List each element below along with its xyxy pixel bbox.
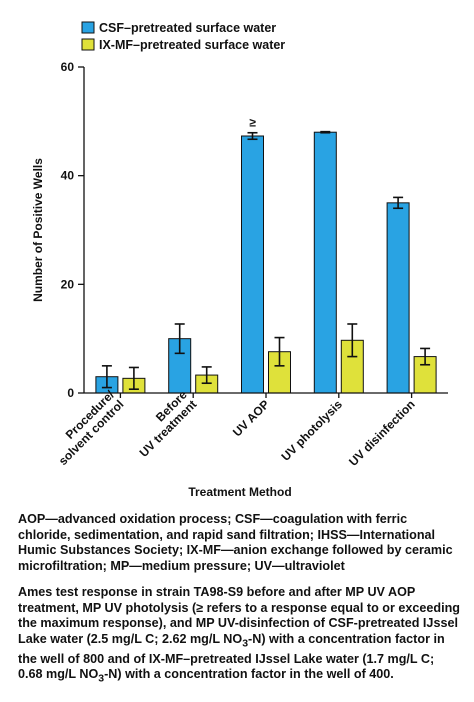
- y-tick-label: 40: [61, 169, 75, 183]
- error-bar-series-2-cat-3: [274, 336, 285, 367]
- x-ticks: Procedure/solvent control BeforeUV treatm…: [46, 387, 418, 469]
- caption-subscript-2: 3: [98, 673, 105, 685]
- y-tick-label: 0: [67, 386, 74, 400]
- x-tick-label: Procedure/solvent control: [46, 387, 127, 468]
- caption-text-3: -N) with a concentration factor in the w…: [104, 667, 394, 682]
- error-bar-series-2-cat-4: [347, 323, 358, 358]
- x-axis-label: Treatment Method: [188, 485, 291, 499]
- legend-label: CSF–pretreated surface water: [99, 21, 276, 35]
- bar-series-1-cat-3: [241, 135, 264, 394]
- legend-item-1: CSF–pretreated surface water: [81, 21, 276, 35]
- x-tick-label: BeforeUV treatment: [127, 387, 199, 459]
- legend-item-2: IX-MF–pretreated surface water: [81, 38, 285, 52]
- error-bar-series-1-cat-4: [320, 130, 331, 134]
- error-bar-series-1-cat-5: [393, 196, 404, 210]
- bar-series-1-cat-4: [313, 131, 337, 394]
- error-bar-series-2-cat-1: [128, 366, 139, 390]
- y-tick-label: 20: [61, 277, 75, 291]
- error-bar-series-1-cat-3: [247, 131, 258, 141]
- caption-text-1: Ames test response in strain TA98-S9 bef…: [18, 585, 460, 646]
- y-tick-label: 60: [61, 60, 75, 74]
- legend-swatch: [81, 38, 95, 51]
- annotations: ≥: [249, 116, 256, 130]
- error-bar-series-2-cat-2: [201, 366, 212, 385]
- error-bars: [101, 130, 431, 390]
- error-bar-series-2-cat-5: [420, 347, 431, 366]
- y-axis-label: Number of Positive Wells: [31, 158, 45, 302]
- x-tick-label: UV disinfection: [346, 397, 418, 469]
- bar-annotation: ≥: [249, 116, 256, 130]
- legend-swatch: [81, 21, 95, 34]
- bar-chart: CSF–pretreated surface water IX-MF–pretre…: [31, 21, 448, 499]
- caption-text-2: -N) with a concentration factor in the w…: [18, 631, 445, 682]
- legend: CSF–pretreated surface water IX-MF–pretre…: [81, 21, 285, 52]
- y-ticks: 0 20 40 60: [61, 60, 84, 400]
- caption-description: Ames test response in strain TA98-S9 bef…: [18, 585, 462, 688]
- caption-abbreviations: AOP—advanced oxidation process; CSF—coag…: [18, 512, 453, 573]
- x-tick-label: UV photolysis: [278, 397, 345, 464]
- x-tick-label-line: UV AOP: [230, 397, 272, 439]
- error-bar-series-1-cat-2: [174, 323, 185, 355]
- legend-label: IX-MF–pretreated surface water: [99, 38, 285, 52]
- caption-subscript-1: 3: [242, 637, 249, 650]
- bar-series-1-cat-5: [386, 202, 410, 394]
- x-tick-label-line: UV photolysis: [278, 397, 345, 464]
- x-tick-label-line: UV disinfection: [346, 397, 418, 469]
- x-tick-label: UV AOP: [230, 397, 272, 439]
- bars: [95, 131, 437, 394]
- error-bar-series-1-cat-1: [101, 365, 112, 389]
